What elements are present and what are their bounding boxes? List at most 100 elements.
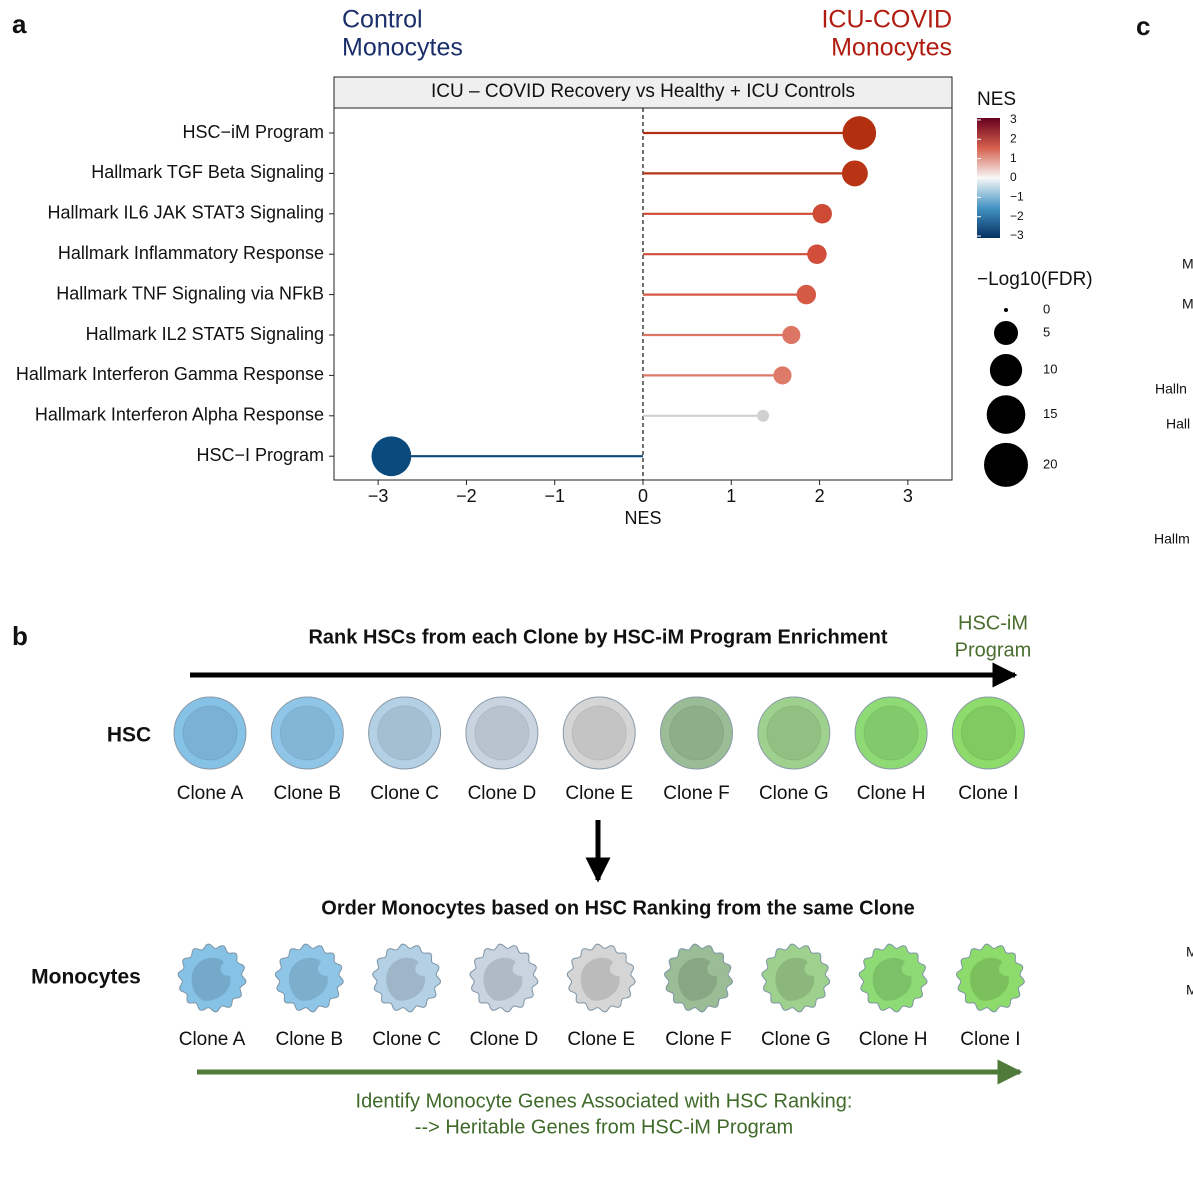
monocyte-clone-label: Clone H — [859, 1029, 928, 1050]
hsc-nucleus — [960, 705, 1016, 761]
hsc-clone-label: Clone D — [468, 783, 537, 804]
monocyte-clone-label: Clone B — [275, 1029, 343, 1050]
dot — [757, 409, 770, 422]
hsc-shade — [961, 706, 1016, 760]
monocyte-nucleus — [191, 957, 231, 1001]
schematic-title: Rank HSCs from each Clone by HSC-iM Prog… — [308, 626, 887, 648]
panel-c-fragment: M — [1186, 982, 1193, 998]
size-key — [984, 442, 1028, 487]
monocyte-nucleus — [386, 957, 426, 1001]
y-tick-label: Hallmark IL6 JAK STAT3 Signaling — [48, 203, 324, 223]
end-label: Program — [955, 639, 1032, 661]
panel-c-fragment: Hallm — [1154, 531, 1190, 547]
monocyte-cell — [663, 943, 734, 1013]
monocyte-clone-label: Clone F — [665, 1029, 732, 1050]
monocyte-cell — [372, 943, 442, 1013]
monocyte-label: Monocytes — [31, 966, 141, 989]
hsc-nucleus — [279, 705, 335, 761]
right-annotation: ICU-COVID — [821, 6, 952, 34]
size-key-label: 20 — [1043, 456, 1057, 471]
monocyte-cell — [177, 943, 247, 1013]
hsc-clone-label: Clone I — [958, 783, 1018, 804]
monocyte-cell — [858, 943, 928, 1013]
monocyte-nucleus — [483, 957, 523, 1001]
size-key-label: 0 — [1043, 301, 1050, 316]
size-key-label: 10 — [1043, 362, 1057, 377]
hsc-shade — [669, 706, 724, 760]
x-tick-label: 1 — [726, 486, 736, 506]
hsc-shade — [864, 706, 919, 760]
size-key-label: 5 — [1043, 324, 1050, 339]
dot — [842, 116, 877, 150]
colorbar-label: 1 — [1010, 151, 1017, 165]
monocyte-clone-label: Clone C — [372, 1029, 441, 1050]
hsc-shade — [766, 706, 821, 760]
dot — [807, 244, 827, 264]
y-tick-label: Hallmark TGF Beta Signaling — [91, 162, 324, 182]
y-tick-label: Hallmark TNF Signaling via NFkB — [56, 283, 324, 303]
hsc-clone-label: Clone C — [370, 783, 439, 804]
x-tick-label: −3 — [368, 486, 389, 506]
panel-c-fragment: M — [1182, 256, 1193, 272]
bottom-text: --> Heritable Genes from HSC-iM Program — [415, 1116, 793, 1138]
hsc-clone-label: Clone F — [663, 783, 730, 804]
monocyte-cell — [761, 943, 831, 1013]
hsc-clone-label: Clone G — [759, 783, 829, 804]
bottom-text: Identify Monocyte Genes Associated with … — [356, 1090, 853, 1112]
hsc-nucleus — [182, 705, 238, 761]
hsc-nucleus — [669, 705, 724, 761]
dot — [812, 204, 832, 224]
monocyte-nucleus — [288, 957, 328, 1001]
monocyte-nucleus — [678, 957, 718, 1001]
dot — [773, 366, 792, 385]
hsc-clone-label: Clone B — [273, 783, 341, 804]
dot — [841, 160, 868, 187]
left-annotation: Monocytes — [342, 34, 463, 62]
monocyte-clone-label: Clone A — [179, 1029, 246, 1050]
colorbar-label: −2 — [1010, 209, 1024, 223]
strip — [333, 76, 953, 109]
panel-c-fragment: Hall — [1166, 416, 1190, 432]
x-tick-label: 0 — [638, 486, 648, 506]
monocyte-cell — [274, 943, 344, 1013]
panel-label: a — [12, 9, 27, 39]
monocyte-nucleus — [872, 957, 912, 1001]
right-annotation: Monocytes — [831, 34, 952, 62]
size-key-label: 15 — [1043, 406, 1057, 421]
x-axis-label: NES — [624, 508, 661, 528]
monocyte-clone-label: Clone G — [761, 1029, 831, 1050]
colorbar-label: −1 — [1010, 190, 1024, 204]
colorbar-label: 3 — [1010, 112, 1017, 126]
panel-c-fragment: M — [1182, 296, 1193, 312]
y-tick-label: Hallmark Interferon Gamma Response — [16, 364, 324, 384]
hsc-clone-label: Clone A — [177, 783, 244, 804]
end-label: HSC-iM — [958, 612, 1028, 634]
size-key — [994, 321, 1018, 345]
size-key — [989, 353, 1023, 387]
hsc-clone-label: Clone E — [565, 783, 633, 804]
monocyte-cell — [469, 943, 539, 1013]
panel-label: b — [12, 621, 28, 651]
monocyte-nucleus — [580, 957, 620, 1001]
strip-title: ICU – COVID Recovery vs Healthy + ICU Co… — [431, 81, 855, 102]
hsc-clone-label: Clone H — [857, 783, 926, 804]
colorbar-label: 0 — [1010, 170, 1017, 184]
panel-label: c — [1136, 11, 1150, 41]
colorbar-label: −3 — [1010, 228, 1024, 242]
y-tick-label: Hallmark Interferon Alpha Response — [35, 405, 324, 425]
y-tick-label: Hallmark Inflammatory Response — [58, 243, 324, 263]
order-title: Order Monocytes based on HSC Ranking fro… — [321, 897, 914, 919]
monocyte-nucleus — [775, 957, 815, 1001]
color-legend-title: NES — [977, 89, 1016, 110]
dot — [796, 284, 817, 305]
dot — [782, 325, 801, 345]
hsc-shade — [280, 706, 335, 760]
y-tick-label: HSC−I Program — [196, 445, 324, 465]
x-tick-label: 3 — [903, 486, 913, 506]
hsc-nucleus — [863, 705, 919, 761]
hsc-shade — [572, 706, 627, 760]
monocyte-clone-label: Clone D — [470, 1029, 539, 1050]
hsc-nucleus — [474, 705, 530, 761]
left-annotation: Control — [342, 6, 423, 34]
